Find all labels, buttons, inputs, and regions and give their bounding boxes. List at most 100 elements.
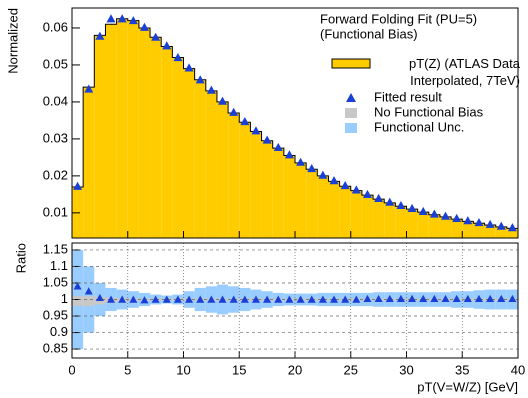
fit-point [73,181,83,190]
fit-point [407,203,417,213]
fit-point [452,213,462,223]
y-tick-label: 1.05 [43,274,68,289]
fit-point [117,14,127,23]
ratio-point [151,295,160,303]
hist-bar [495,226,507,238]
ratio-point [285,295,294,303]
ratio-point [463,294,472,303]
hist-bar [216,101,229,239]
hist-bar [228,113,240,238]
legend-swatch [346,93,356,102]
ratio-point [229,295,238,303]
x-tick-label: 35 [455,362,469,377]
fit-point [95,31,105,40]
fit-point [485,219,495,228]
fit-point [374,193,384,203]
fit-point [206,85,216,94]
plot-frame [71,242,519,359]
ratio-point [140,296,149,304]
hist-bar [439,216,452,238]
ratio-point [508,294,517,303]
x-tick-label: 5 [124,362,131,377]
fit-point [329,176,339,185]
ratio-point [363,294,372,303]
hist-bar [451,219,463,238]
y-tick-label: 1.15 [43,241,68,256]
hist-bar [306,169,318,238]
y-axis-label: Ratio [13,243,28,273]
ratio-point [330,295,339,303]
fit-point [251,126,261,135]
hist-bar [183,68,195,238]
y-tick-label: 0.06 [43,19,68,34]
fit-point [273,142,283,152]
fit-point [463,216,473,225]
legend-label: No Functional Bias [374,104,484,119]
hist-bar [328,181,340,238]
ratio-point [185,295,194,303]
ratio-point [352,295,361,303]
hist-bar [205,90,217,238]
legend-title: Forward Folding Fit (PU=5) [320,11,477,26]
legend-label: Fitted result [374,89,442,104]
ratio-point [374,294,383,303]
plot-frame [71,7,519,239]
y-tick-label: 0.02 [43,167,68,182]
fit-point [84,84,94,93]
ratio-point [263,295,272,303]
ratio-point [107,295,116,303]
hist-bar [105,24,117,238]
legend-swatch [345,108,357,118]
hist-bar [261,140,273,238]
fit-point [429,209,439,218]
hist-bar [428,214,440,238]
fit-point [418,206,428,215]
fit-point [151,32,161,41]
ratio-point [95,293,104,302]
y-tick-label: 1.1 [50,258,68,273]
legend-swatch [331,58,371,69]
ratio-point [341,295,350,303]
fit-point [128,16,138,25]
y-tick-label: 0.85 [43,341,68,356]
legend-label: pT(Z) (ATLAS Data Interpolated, 7TeV) [408,56,520,88]
hist-bar [239,122,251,238]
ratio-point [430,294,439,303]
ratio-point [73,282,82,290]
ratio-point [118,295,127,303]
hist-bar [384,202,396,238]
y-tick-label: 1 [61,291,68,306]
hist-bar [506,228,518,238]
legend-title: (Functional Bias) [320,26,418,41]
band [83,296,95,307]
ratio-point [218,295,227,303]
y-tick-label: 0.95 [43,307,68,322]
hist-bar [317,175,329,238]
y-tick-label: 0.9 [50,324,68,339]
fit-point [284,150,294,159]
band [72,296,84,307]
x-tick-label: 25 [344,362,358,377]
fit-point [195,75,205,84]
ratio-point [196,295,205,303]
fit-point [307,163,317,173]
hist-bar [361,195,374,238]
y-tick-label: 0.05 [43,56,68,71]
fit-point [351,185,361,194]
x-axis-label: pT(V=W/Z) [GeV] [417,379,518,394]
ratio-point [441,294,450,303]
hist-bar [138,27,151,238]
hist-bar [161,46,173,239]
ratio-point [408,294,417,303]
x-tick-label: 0 [68,362,75,377]
ratio-point [84,287,93,295]
hist-bar [172,57,184,239]
x-tick-label: 20 [288,362,302,377]
fit-point [362,189,372,198]
ratio-point [497,294,506,303]
hist-bar [373,199,385,238]
hist-bar [83,87,95,238]
y-tick-label: 0.04 [43,93,68,108]
